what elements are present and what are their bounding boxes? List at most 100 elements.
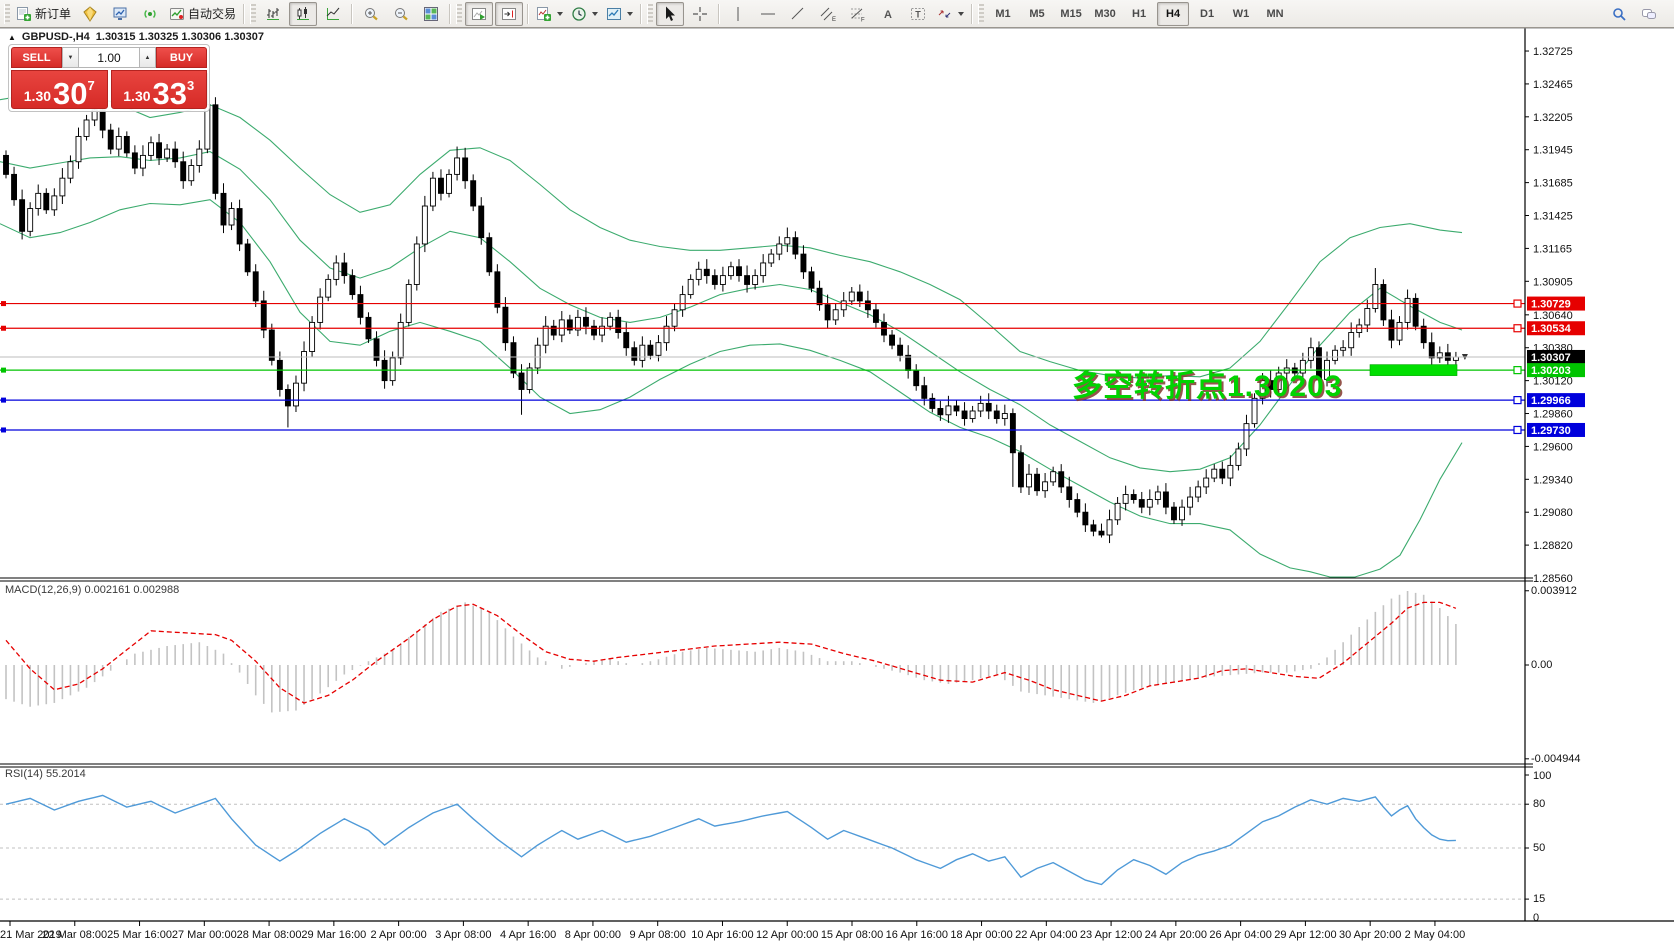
candle-bull bbox=[752, 275, 759, 285]
autotrading-button[interactable]: 自动交易 bbox=[166, 2, 239, 26]
crosshair-button[interactable] bbox=[686, 2, 714, 26]
signals-icon bbox=[144, 9, 156, 18]
fibo-icon: F bbox=[851, 8, 865, 22]
label-tool-button[interactable]: T bbox=[904, 2, 932, 26]
price-label-text: 1.30203 bbox=[1531, 365, 1571, 377]
candle-bear bbox=[156, 142, 162, 159]
candle-bear bbox=[937, 408, 944, 416]
timeframe-tf-h1-button[interactable]: H1 bbox=[1123, 2, 1155, 26]
candle-bull bbox=[35, 192, 42, 209]
zoom-in-button[interactable] bbox=[357, 2, 385, 26]
zoom-out-button[interactable] bbox=[387, 2, 415, 26]
chat-button[interactable] bbox=[1635, 2, 1663, 26]
candle-bull bbox=[1042, 481, 1049, 492]
cursor-button[interactable] bbox=[656, 1, 685, 26]
bar-chart-button[interactable] bbox=[259, 2, 287, 26]
candle-bear bbox=[816, 287, 823, 306]
candle-bear bbox=[1017, 452, 1024, 488]
timeframe-tf-m5-button[interactable]: M5 bbox=[1021, 2, 1053, 26]
candle-bear bbox=[993, 410, 1000, 420]
one-click-trading-panel: SELL ▼ ▲ BUY 1.30 30 7 1.30 33 3 bbox=[8, 44, 210, 112]
volume-input[interactable] bbox=[79, 47, 139, 68]
tf-w1-label: W1 bbox=[1232, 7, 1250, 20]
line-handle-right[interactable] bbox=[1513, 425, 1522, 435]
candle-bull bbox=[139, 154, 146, 169]
line-handle-left[interactable] bbox=[1, 397, 6, 403]
line-handle-right[interactable] bbox=[1513, 299, 1522, 308]
auto-scroll-button[interactable] bbox=[465, 1, 494, 26]
autotrading-label: 自动交易 bbox=[188, 7, 237, 21]
new-order-button[interactable]: 新订单 bbox=[13, 2, 74, 26]
horizontal-line-tool-button[interactable] bbox=[754, 2, 782, 26]
rsi-axis-label: 80 bbox=[1533, 798, 1545, 810]
candle-bear bbox=[494, 271, 501, 308]
candle-bull bbox=[1372, 284, 1379, 309]
candle-bull bbox=[1307, 347, 1314, 361]
candle-bear bbox=[591, 325, 597, 336]
candle-bear bbox=[703, 268, 710, 277]
timeframe-tf-m15-button[interactable]: M15 bbox=[1055, 2, 1087, 26]
sell-price-box[interactable]: 1.30 30 7 bbox=[11, 70, 108, 109]
timeframe-tf-w1-button[interactable]: W1 bbox=[1225, 2, 1257, 26]
tf-h1-label: H1 bbox=[1132, 7, 1147, 20]
highlight-bar-object[interactable] bbox=[1369, 364, 1458, 376]
candle-bear bbox=[1130, 494, 1137, 501]
candle-bear bbox=[1066, 486, 1073, 501]
buy-price-box[interactable]: 1.30 33 3 bbox=[110, 70, 207, 109]
candle-bull bbox=[1436, 352, 1443, 359]
arrows-tool-button[interactable] bbox=[934, 2, 967, 26]
candle-bear bbox=[631, 347, 638, 361]
timeframe-tf-mn-button[interactable]: MN bbox=[1259, 2, 1291, 26]
candlestick-chart-button[interactable] bbox=[289, 1, 318, 26]
sell-button[interactable]: SELL bbox=[11, 47, 62, 68]
volume-up-button[interactable]: ▲ bbox=[139, 47, 156, 68]
trendline-tool-button[interactable] bbox=[784, 2, 812, 26]
periods-button[interactable] bbox=[568, 2, 601, 26]
line-handle-left[interactable] bbox=[1, 427, 6, 433]
timeframe-tf-d1-button[interactable]: D1 bbox=[1191, 2, 1223, 26]
line-handle-left[interactable] bbox=[1, 325, 6, 331]
line-handle-right[interactable] bbox=[1513, 396, 1522, 405]
vertical-line-tool-button[interactable] bbox=[724, 2, 752, 26]
candle-bear bbox=[1412, 297, 1419, 327]
line-handle-left[interactable] bbox=[1, 367, 6, 373]
tf-m5-label: M5 bbox=[1029, 7, 1045, 20]
price-tick-label: 1.29340 bbox=[1533, 474, 1573, 486]
fibonacci-tool-button[interactable]: F bbox=[844, 2, 872, 26]
timeframe-tf-h4-button[interactable]: H4 bbox=[1157, 1, 1190, 26]
line-handle-right[interactable] bbox=[1513, 324, 1522, 333]
indicators-list-button[interactable] bbox=[533, 2, 566, 26]
candle-bear bbox=[1388, 319, 1395, 341]
timeframe-tf-m30-button[interactable]: M30 bbox=[1089, 2, 1121, 26]
candle-bull bbox=[526, 367, 533, 390]
metaeditor-button[interactable] bbox=[76, 2, 104, 26]
templates-button[interactable] bbox=[603, 2, 636, 26]
panel-collapse-arrow[interactable]: ▲ bbox=[8, 32, 16, 42]
tf-m15-label: M15 bbox=[1060, 7, 1082, 20]
search-button[interactable] bbox=[1605, 2, 1633, 26]
tile-windows-button[interactable] bbox=[417, 2, 445, 26]
candle-bull bbox=[558, 319, 565, 336]
candle-bear bbox=[260, 300, 267, 331]
equidistant-channel-tool-button[interactable]: E bbox=[814, 2, 842, 26]
candle-bull bbox=[1396, 321, 1403, 341]
candle-bear bbox=[889, 334, 895, 346]
profile-button[interactable] bbox=[106, 2, 134, 26]
candle-bear bbox=[1090, 524, 1097, 532]
candle-bear bbox=[921, 385, 928, 399]
line-handle-right[interactable] bbox=[1513, 366, 1522, 375]
text-tool-button[interactable]: A bbox=[874, 2, 902, 26]
candle-bear bbox=[470, 180, 477, 207]
chart-shift-button[interactable] bbox=[495, 1, 524, 26]
volume-down-button[interactable]: ▼ bbox=[62, 47, 79, 68]
candle-bear bbox=[462, 157, 469, 182]
buy-button[interactable]: BUY bbox=[156, 47, 207, 68]
line-handle-left[interactable] bbox=[1, 301, 6, 307]
clock-icon bbox=[572, 6, 586, 21]
zoom-out-icon bbox=[395, 7, 408, 20]
timeframe-tf-m1-button[interactable]: M1 bbox=[987, 2, 1019, 26]
candle-bull bbox=[27, 208, 34, 232]
line-chart-button[interactable] bbox=[319, 2, 347, 26]
candle-bull bbox=[333, 262, 340, 280]
signals-button[interactable] bbox=[136, 2, 164, 26]
